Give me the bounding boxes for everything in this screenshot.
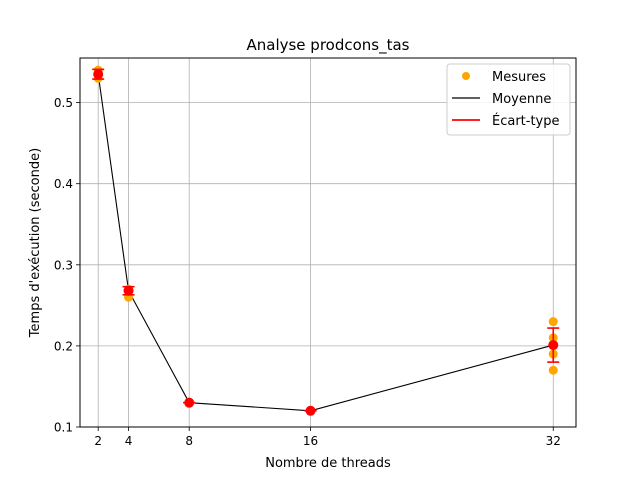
legend-std-label: Écart-type [492, 113, 560, 129]
y-tick-label: 0.5 [54, 96, 73, 110]
measure-point [548, 317, 558, 327]
y-tick-label: 0.2 [54, 339, 73, 353]
legend: Mesures Moyenne Écart-type [446, 63, 571, 136]
x-tick-label: 32 [546, 434, 561, 448]
y-tick-label: 0.4 [54, 177, 73, 191]
legend-measures-label: Mesures [492, 70, 546, 85]
std-series [92, 68, 560, 416]
legend-mean-label: Moyenne [492, 92, 551, 107]
std-mean-marker [123, 285, 134, 296]
legend-box [446, 63, 571, 136]
std-mean-marker [548, 340, 559, 351]
legend-measures-marker [462, 72, 470, 80]
x-tick-label: 4 [125, 434, 133, 448]
plot-frame [79, 57, 577, 428]
axis-ticks: 2 4 8 16 32 0.1 0.2 0.3 0.4 0.5 [54, 96, 561, 448]
x-axis-label: Nombre de threads [265, 456, 391, 471]
y-tick-label: 0.3 [54, 258, 73, 272]
x-tick-label: 2 [94, 434, 102, 448]
std-mean-marker [305, 405, 316, 416]
y-tick-label: 0.1 [54, 421, 73, 435]
std-mean-marker [184, 397, 195, 408]
x-tick-label: 16 [303, 434, 318, 448]
y-axis-label: Temps d'exécution (seconde) [28, 148, 43, 338]
chart-title: Analyse prodcons_tas [246, 36, 409, 55]
measure-point [548, 365, 558, 375]
x-tick-label: 8 [185, 434, 193, 448]
std-mean-marker [93, 69, 104, 80]
